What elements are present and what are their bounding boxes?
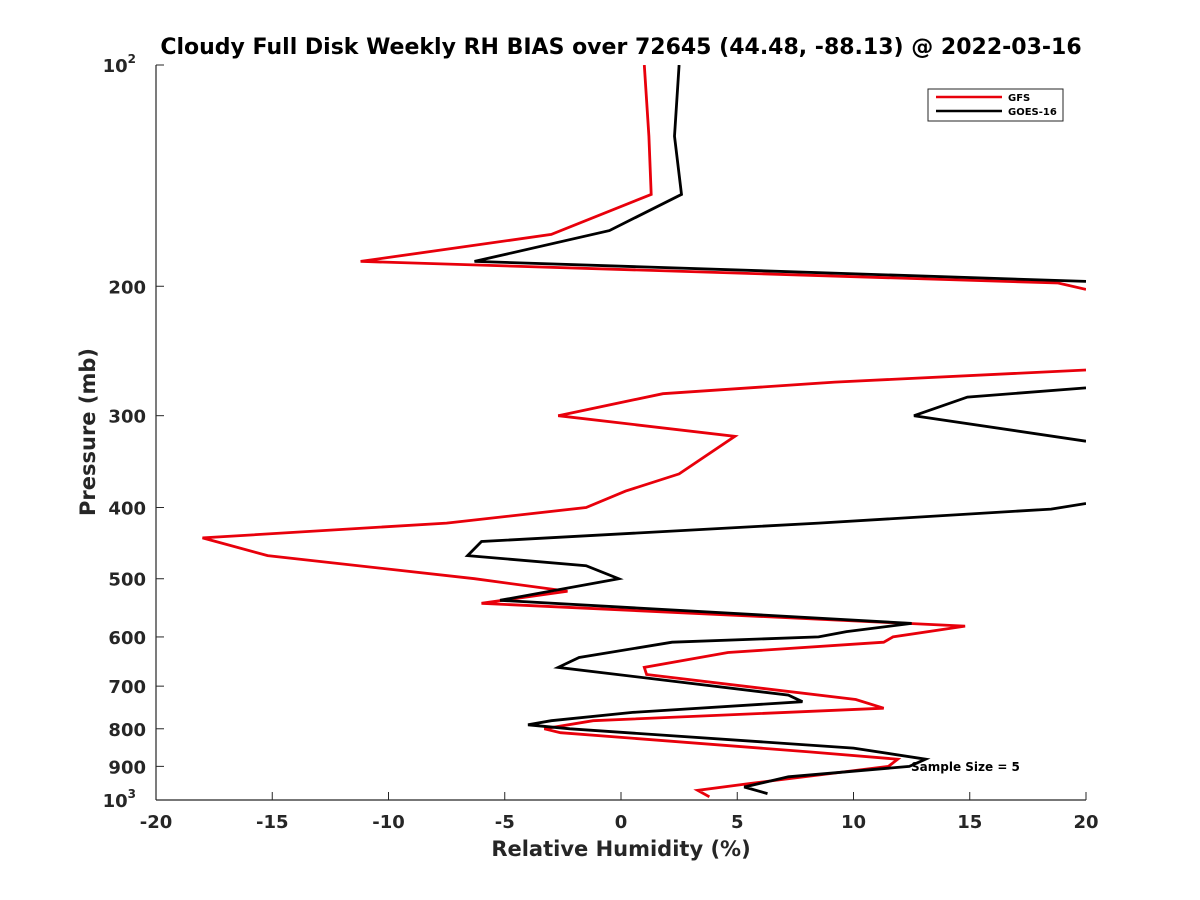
y-axis-label: Pressure (mb) (76, 348, 100, 516)
y-tick-label: 800 (108, 720, 146, 741)
chart-title: Cloudy Full Disk Weekly RH BIAS over 726… (160, 35, 1081, 60)
x-tick-label: 20 (1073, 812, 1098, 833)
series-line-gfs (202, 65, 1086, 799)
y-tick-label: 400 (108, 499, 146, 520)
y-tick-label: 900 (108, 757, 146, 778)
x-axis-label: Relative Humidity (%) (491, 837, 750, 861)
x-tick-label: -5 (495, 812, 515, 833)
x-tick-label: -10 (372, 812, 405, 833)
legend-label-goes16: GOES-16 (1008, 107, 1057, 118)
y-tick-label: 300 (108, 407, 146, 428)
x-tick-label: 5 (731, 812, 744, 833)
y-tick-label: 200 (108, 277, 146, 298)
y-tick-label: 103 (103, 787, 136, 812)
y-tick-label: 500 (108, 570, 146, 591)
series-line-goes-16 (464, 65, 1086, 795)
sample-size-annotation: Sample Size = 5 (911, 760, 1020, 774)
x-tick-label: -15 (256, 812, 289, 833)
plot-area: -20 -15 -10 -5 0 5 10 15 20 102 200 300 400 500 600 700… (103, 52, 1099, 833)
x-tick-label: -20 (140, 812, 173, 833)
legend-box (927, 88, 1064, 122)
y-tick-label: 102 (103, 52, 136, 77)
x-tick-label: 15 (957, 812, 982, 833)
legend: GFS GOES-16 (927, 88, 1064, 122)
y-tick-label: 600 (108, 628, 146, 649)
legend-label-gfs: GFS (1008, 93, 1030, 104)
x-tick-label: 10 (841, 812, 866, 833)
y-tick-label: 700 (108, 677, 146, 698)
x-tick-label: 0 (615, 812, 628, 833)
